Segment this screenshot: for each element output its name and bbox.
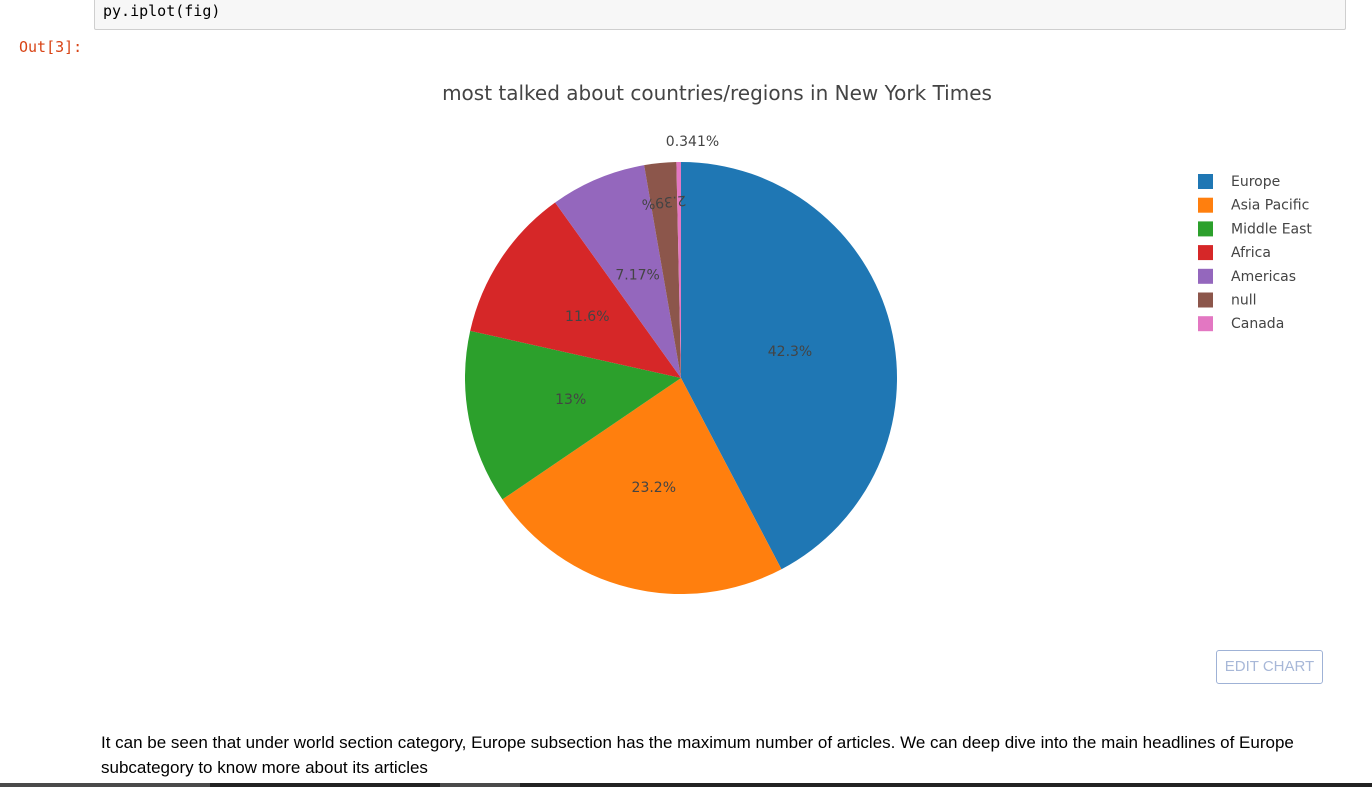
scrollbar-segment [440, 783, 520, 787]
legend-label[interactable]: null [1231, 293, 1257, 309]
pie-slice-labels: 42.3% 23.2% 13% 11.6% 7.17% 2.39% 0.341% [555, 134, 812, 496]
legend-swatch[interactable] [1198, 292, 1213, 308]
legend-swatch[interactable] [1198, 268, 1213, 284]
legend-swatch[interactable] [1198, 221, 1213, 237]
pie-slice-middle-east[interactable] [465, 330, 681, 500]
legend-label[interactable]: Middle East [1231, 221, 1312, 237]
chart-legend[interactable]: Europe Asia Pacific Middle East Africa Ameri… [1198, 174, 1312, 332]
scrollbar-segment [0, 783, 210, 787]
bottom-scrollbar[interactable] [0, 783, 1372, 787]
legend-label[interactable]: Asia Pacific [1231, 198, 1309, 214]
pie-slices [465, 162, 898, 595]
pie-slice-label: 23.2% [632, 480, 676, 496]
output-prompt: Out[3]: [19, 38, 83, 56]
legend-swatch[interactable] [1198, 245, 1213, 261]
legend-swatch[interactable] [1198, 316, 1213, 332]
legend-label[interactable]: Americas [1231, 269, 1296, 285]
pie-slice-label: 0.341% [666, 134, 719, 150]
pie-slice-africa[interactable] [470, 202, 681, 378]
pie-slice-europe[interactable] [681, 162, 898, 570]
legend-label[interactable]: Canada [1231, 316, 1284, 332]
chart-title: most talked about countries/regions in N… [442, 81, 992, 105]
pie-chart-output: most talked about countries/regions in N… [94, 60, 1346, 700]
pie-chart: most talked about countries/regions in N… [442, 81, 1312, 595]
legend-label[interactable]: Europe [1231, 174, 1280, 190]
pie-slice-label: 42.3% [768, 344, 812, 360]
pie-slice-null[interactable] [644, 162, 681, 378]
pie-slice-americas[interactable] [555, 165, 681, 378]
edit-chart-button[interactable]: EDIT CHART [1216, 650, 1323, 684]
legend-label[interactable]: Africa [1231, 245, 1271, 261]
markdown-paragraph: It can be seen that under world section … [101, 733, 1294, 777]
code-text: py.iplot(fig) [103, 2, 221, 20]
pie-slice-label: 11.6% [565, 309, 609, 325]
pie-slice-canada[interactable] [676, 162, 681, 378]
code-cell[interactable]: py.iplot(fig) [94, 0, 1346, 30]
legend-swatch[interactable] [1198, 174, 1213, 189]
legend-swatch[interactable] [1198, 197, 1213, 213]
pie-slice-asia-pacific[interactable] [502, 378, 782, 595]
pie-slice-label: 13% [555, 392, 586, 408]
pie-slice-label: 2.39% [641, 192, 687, 212]
pie-slice-label: 7.17% [615, 267, 659, 283]
